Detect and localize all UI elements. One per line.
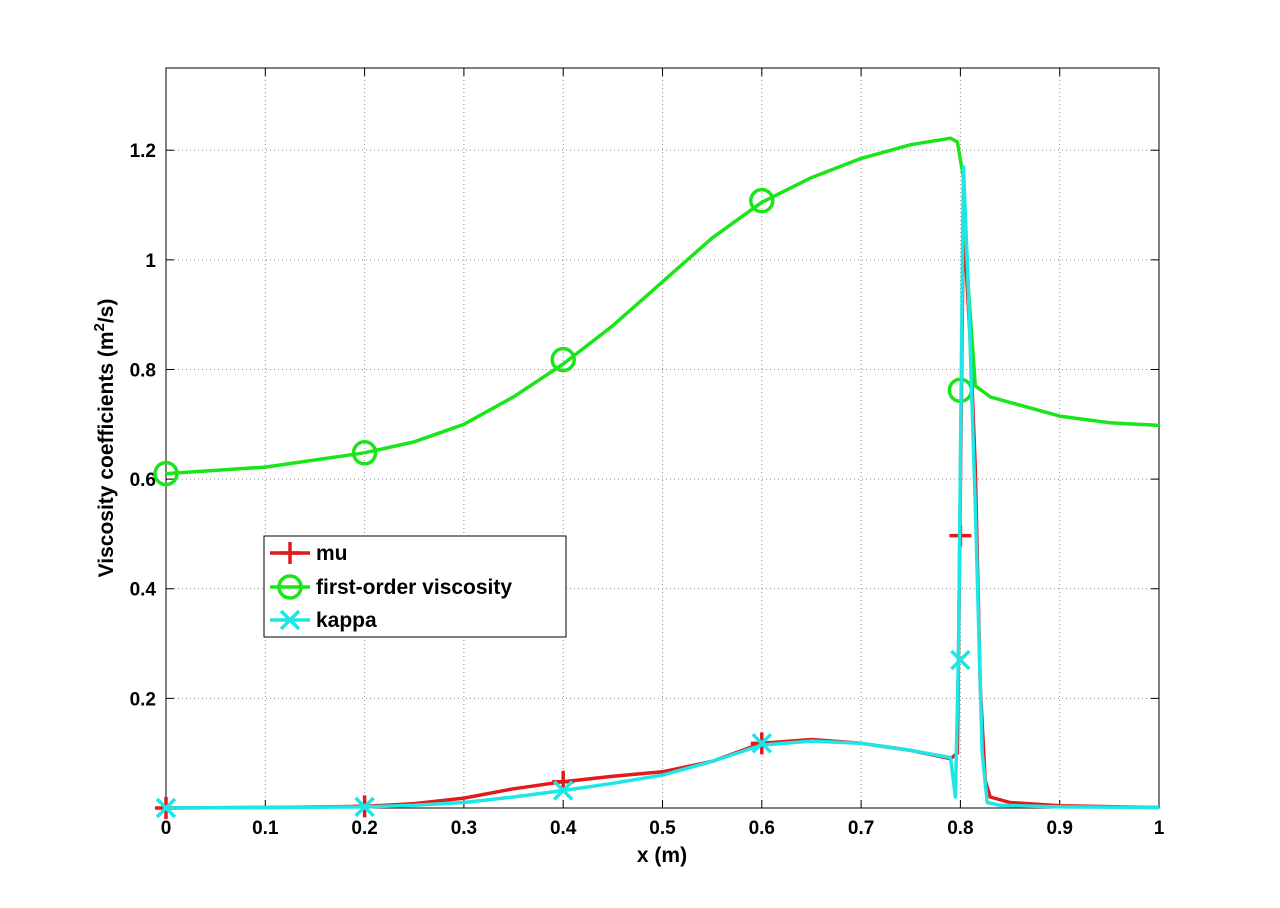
legend-label: first-order viscosity bbox=[316, 576, 512, 599]
x-tick-label: 0.4 bbox=[550, 818, 577, 839]
legend-box bbox=[263, 535, 567, 638]
circle-marker bbox=[749, 187, 775, 214]
x-tick-label: 0.5 bbox=[649, 818, 676, 839]
x-marker bbox=[354, 796, 375, 818]
x-tick-label: 0.1 bbox=[252, 818, 279, 839]
series-line-first-order-viscosity bbox=[165, 136, 1160, 476]
circle-marker bbox=[351, 440, 378, 466]
legend-label: mu bbox=[316, 542, 348, 565]
circle-marker bbox=[153, 460, 179, 487]
legend: mu first-order viscosity kappa bbox=[263, 535, 567, 638]
x-tick-label: 0.7 bbox=[848, 818, 874, 839]
series-line-kappa bbox=[165, 164, 1160, 810]
legend-item-mu: mu bbox=[270, 542, 348, 565]
y-axis-label-tail: /s) bbox=[95, 299, 118, 324]
x-tick-label: 0.6 bbox=[749, 818, 775, 839]
y-tick-label: 1.2 bbox=[130, 141, 156, 162]
grid-lines bbox=[166, 68, 1159, 808]
y-tick-label: 1 bbox=[145, 251, 156, 272]
x-marker bbox=[751, 733, 773, 754]
axis-ticks: 0 0.1 0.2 0.3 0.4 0.5 0.6 0.7 0.8 0.9 1 0.2 0.4 0.6 0.… bbox=[130, 68, 1165, 839]
x-tick-label: 0.2 bbox=[351, 818, 377, 839]
legend-x-marker bbox=[279, 609, 301, 631]
circle-marker bbox=[550, 346, 576, 373]
x-tick-label: 1 bbox=[1154, 818, 1165, 839]
y-axis-label: Viscosity coefficients (m2/s) bbox=[91, 299, 118, 578]
series-first-order-viscosity bbox=[153, 136, 1160, 487]
legend-circle-marker bbox=[277, 574, 303, 600]
x-tick-label: 0.9 bbox=[1046, 818, 1072, 839]
series-mu bbox=[155, 214, 1160, 819]
x-tick-label: 0.8 bbox=[947, 818, 973, 839]
legend-item-kappa: kappa bbox=[270, 609, 377, 632]
legend-plus-marker bbox=[279, 542, 301, 564]
x-marker bbox=[155, 797, 177, 819]
legend-label: kappa bbox=[316, 609, 377, 632]
legend-item-first-order-viscosity: first-order viscosity bbox=[270, 574, 512, 600]
x-axis-label: x (m) bbox=[637, 844, 687, 867]
x-marker bbox=[950, 649, 971, 671]
y-tick-label: 0.6 bbox=[130, 470, 156, 491]
y-tick-label: 0.4 bbox=[130, 580, 157, 601]
series-group bbox=[153, 136, 1160, 819]
y-tick-label: 0.2 bbox=[130, 689, 156, 710]
y-axis-label-superscript: 2 bbox=[91, 323, 108, 331]
series-kappa bbox=[155, 164, 1160, 819]
x-marker bbox=[552, 780, 574, 801]
x-tick-label: 0.3 bbox=[451, 818, 477, 839]
y-axis-label-main: Viscosity coefficients (m bbox=[95, 331, 118, 577]
y-tick-label: 0.8 bbox=[130, 360, 156, 381]
x-tick-label: 0 bbox=[161, 818, 172, 839]
